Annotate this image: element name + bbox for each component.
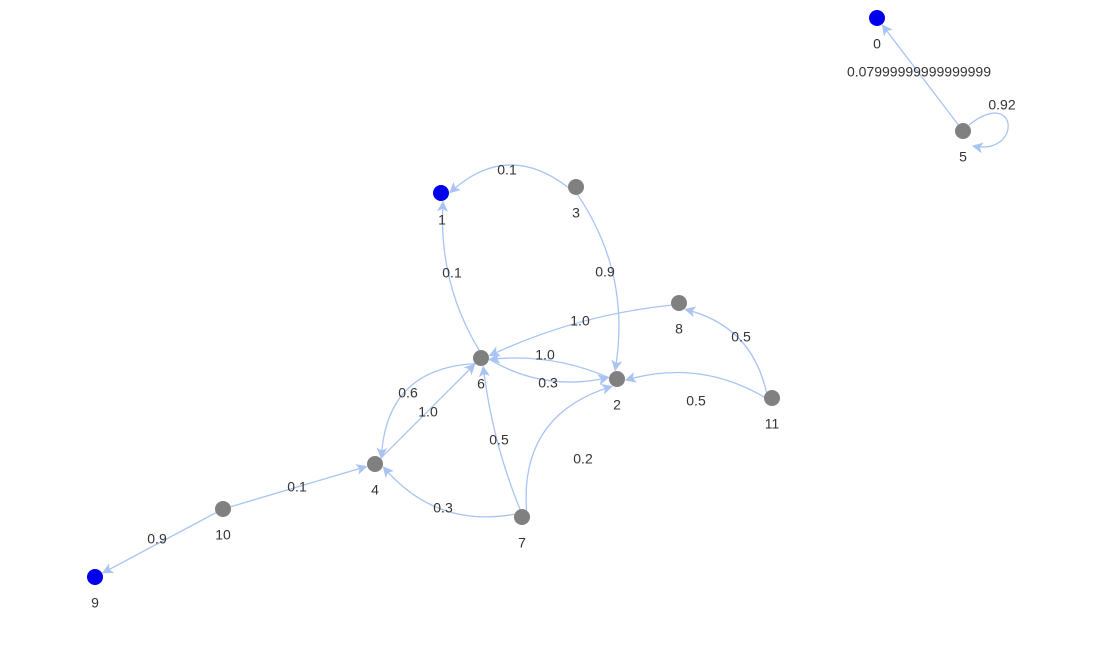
node-4 — [367, 456, 383, 472]
node-1 — [433, 185, 449, 201]
edge-labels-layer: 0.079999999999999990.920.10.90.11.01.00.… — [147, 64, 1016, 547]
edge-6-1 — [436, 200, 480, 351]
edge-2-6 — [488, 352, 610, 379]
edge-label-3-2: 0.9 — [595, 264, 615, 280]
edge-11-8 — [684, 306, 768, 393]
node-0 — [869, 10, 885, 26]
edge-label-7-4: 0.3 — [433, 500, 453, 516]
edge-label-10-4: 0.1 — [287, 479, 307, 495]
node-3 — [568, 179, 584, 195]
node-11 — [764, 390, 780, 406]
edge-7-2 — [525, 384, 613, 511]
edge-7-6 — [478, 365, 521, 510]
node-2 — [609, 371, 625, 387]
edges-layer — [101, 24, 1009, 574]
node-label-9: 9 — [91, 595, 99, 611]
edge-label-2-6: 1.0 — [535, 347, 555, 363]
node-label-8: 8 — [675, 321, 683, 337]
node-7 — [514, 509, 530, 525]
edge-3-2 — [577, 194, 623, 372]
edge-4-6 — [380, 363, 476, 459]
edge-8-6 — [488, 304, 672, 357]
edge-7-4 — [382, 466, 515, 518]
node-label-1: 1 — [438, 212, 446, 228]
edge-6-2 — [488, 358, 610, 386]
edge-label-4-6: 1.0 — [418, 404, 438, 420]
edge-label-6-2: 0.3 — [538, 375, 558, 391]
edge-6-4 — [376, 363, 476, 459]
node-label-5: 5 — [959, 149, 967, 165]
edge-label-8-6: 1.0 — [570, 313, 590, 329]
node-8 — [671, 295, 687, 311]
edge-5-5 — [968, 112, 1009, 154]
edge-label-11-2: 0.5 — [686, 393, 706, 409]
node-label-4: 4 — [371, 482, 379, 498]
edge-label-10-9: 0.9 — [147, 531, 167, 547]
node-6 — [473, 350, 489, 366]
node-label-6: 6 — [477, 376, 485, 392]
edge-label-5-5: 0.92 — [988, 97, 1015, 113]
node-label-3: 3 — [572, 205, 580, 221]
edge-11-2 — [624, 371, 765, 398]
node-label-0: 0 — [873, 36, 881, 52]
edge-10-9 — [101, 512, 217, 574]
edge-label-7-6: 0.5 — [489, 432, 509, 448]
edge-label-6-1: 0.1 — [442, 265, 462, 281]
edge-label-5-0: 0.07999999999999999 — [847, 64, 991, 80]
node-label-11: 11 — [765, 416, 780, 432]
node-label-2: 2 — [613, 397, 621, 413]
node-label-7: 7 — [518, 535, 526, 551]
edge-5-0 — [881, 24, 959, 126]
node-9 — [87, 569, 103, 585]
edge-label-6-4: 0.6 — [398, 385, 418, 401]
node-label-10: 10 — [215, 527, 231, 543]
node-5 — [955, 123, 971, 139]
edge-label-11-8: 0.5 — [731, 329, 751, 345]
edge-3-1 — [449, 164, 569, 194]
edge-label-7-2: 0.2 — [573, 451, 593, 467]
edge-label-3-1: 0.1 — [497, 162, 517, 178]
nodes-layer: 0 1 2 3 4 5 6 7 8 9 10 11 — [87, 10, 971, 611]
node-10 — [215, 501, 231, 517]
edge-10-4 — [230, 464, 368, 508]
